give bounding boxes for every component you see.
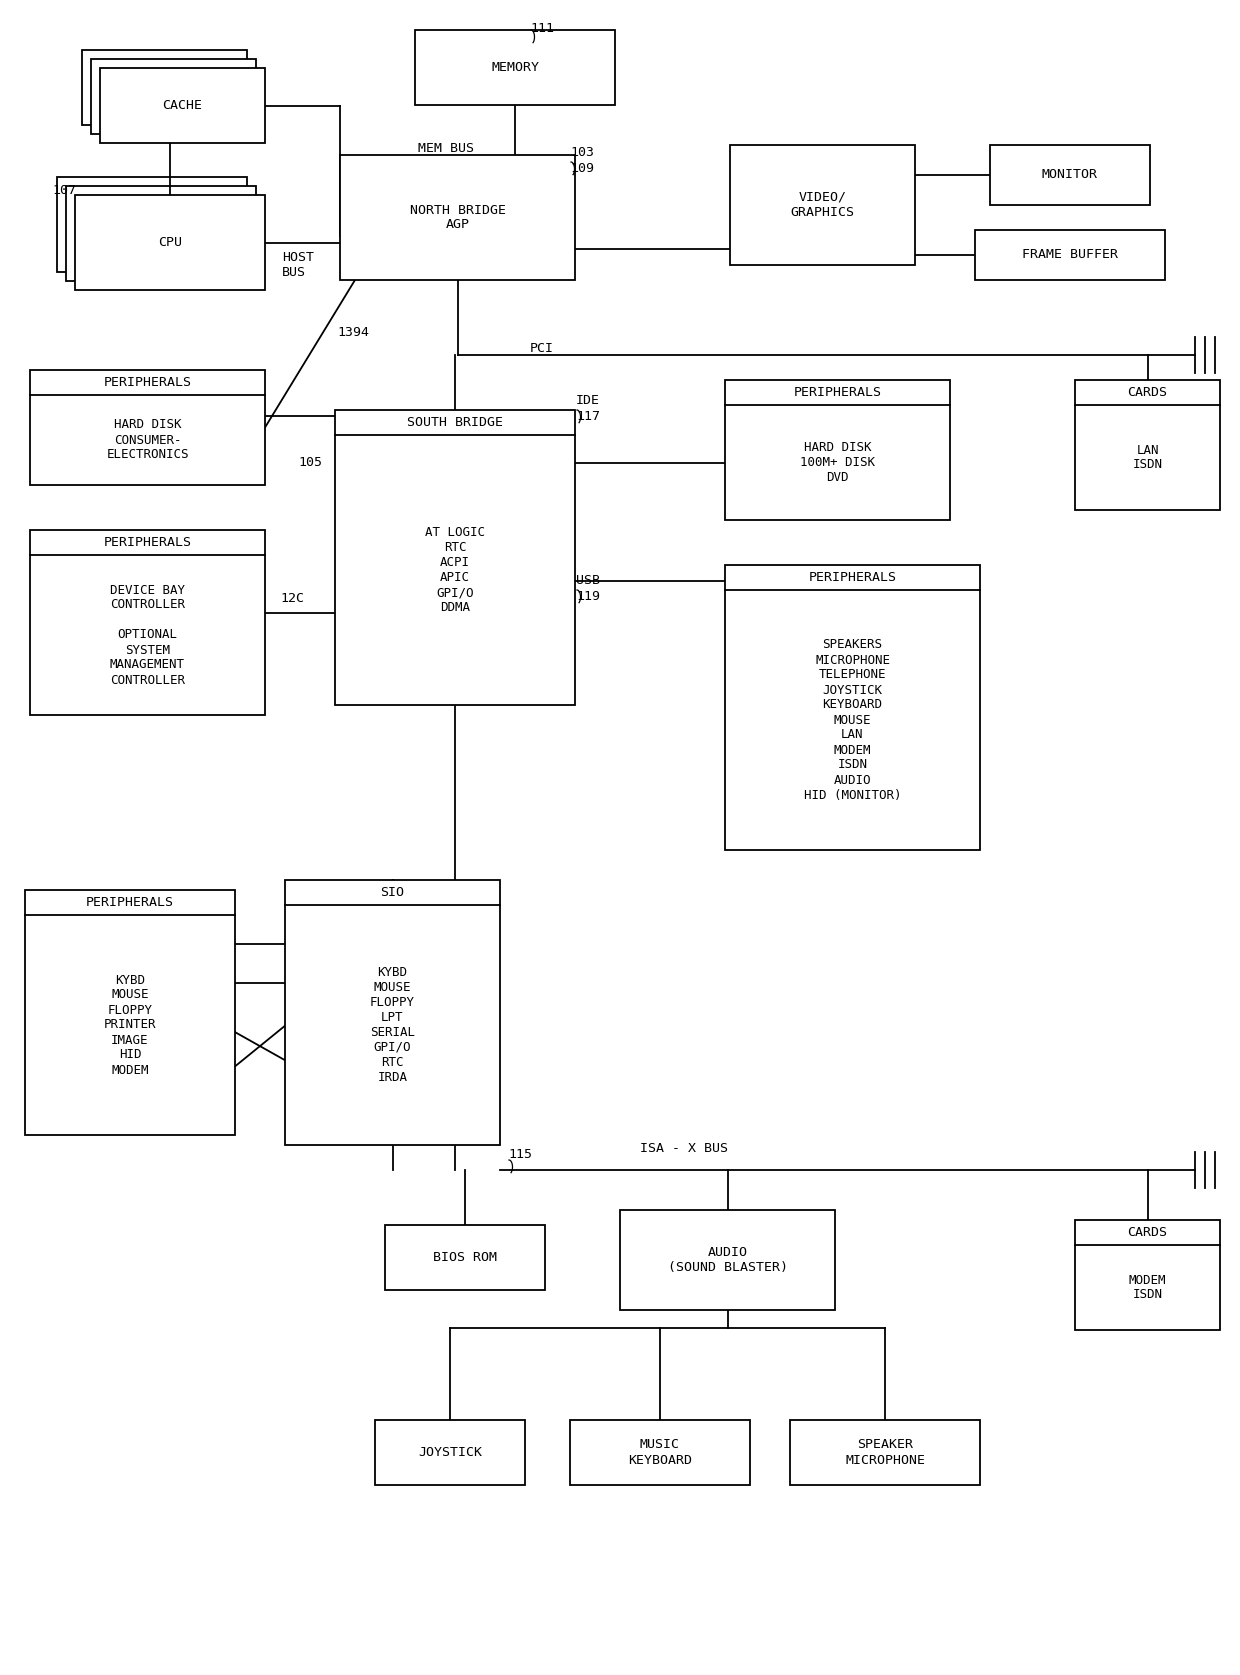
Text: 107: 107	[52, 184, 76, 196]
Text: 105: 105	[298, 456, 322, 469]
Text: SPEAKER
MICROPHONE: SPEAKER MICROPHONE	[844, 1439, 925, 1467]
Bar	[74, 194, 265, 290]
Bar	[66, 186, 255, 281]
Text: MONITOR: MONITOR	[1042, 169, 1097, 181]
Bar	[57, 178, 247, 271]
Text: CACHE: CACHE	[162, 99, 202, 112]
Text: ISA - X BUS: ISA - X BUS	[640, 1141, 728, 1154]
Text: PERIPHERALS: PERIPHERALS	[794, 385, 882, 399]
Bar	[1075, 1219, 1220, 1330]
Text: MODEM
ISDN: MODEM ISDN	[1128, 1273, 1167, 1301]
Bar	[340, 156, 575, 280]
Text: JOYSTICK: JOYSTICK	[418, 1446, 482, 1459]
Text: PERIPHERALS: PERIPHERALS	[103, 375, 191, 389]
Text: 117: 117	[577, 409, 600, 422]
Text: SIO: SIO	[381, 886, 404, 899]
Text: PERIPHERALS: PERIPHERALS	[103, 536, 191, 549]
Text: CARDS: CARDS	[1127, 385, 1168, 399]
Text: KYBD
MOUSE
FLOPPY
PRINTER
IMAGE
HID
MODEM: KYBD MOUSE FLOPPY PRINTER IMAGE HID MODE…	[104, 973, 156, 1077]
Text: 1394: 1394	[337, 325, 370, 338]
Text: LAN
ISDN: LAN ISDN	[1132, 444, 1163, 471]
Text: AT LOGIC
RTC
ACPI
APIC
GPI/O
DDMA: AT LOGIC RTC ACPI APIC GPI/O DDMA	[425, 526, 485, 615]
Bar	[790, 1420, 980, 1486]
Text: KYBD
MOUSE
FLOPPY
LPT
SERIAL
GPI/O
RTC
IRDA: KYBD MOUSE FLOPPY LPT SERIAL GPI/O RTC I…	[370, 966, 415, 1084]
Text: MEM BUS: MEM BUS	[418, 141, 474, 154]
Bar	[335, 410, 575, 705]
Text: DEVICE BAY
CONTROLLER

OPTIONAL
SYSTEM
MANAGEMENT
CONTROLLER: DEVICE BAY CONTROLLER OPTIONAL SYSTEM MA…	[110, 583, 185, 687]
Bar	[570, 1420, 750, 1486]
Text: AUDIO
(SOUND BLASTER): AUDIO (SOUND BLASTER)	[667, 1246, 787, 1275]
Bar	[374, 1420, 525, 1486]
Bar	[975, 229, 1166, 280]
Bar	[30, 370, 265, 486]
Bar	[990, 146, 1149, 204]
Text: HARD DISK
CONSUMER-
ELECTRONICS: HARD DISK CONSUMER- ELECTRONICS	[107, 419, 188, 462]
Text: 119: 119	[577, 590, 600, 603]
Text: BIOS ROM: BIOS ROM	[433, 1251, 497, 1265]
Text: IDE: IDE	[577, 394, 600, 407]
Text: PCI: PCI	[529, 342, 554, 355]
Text: CARDS: CARDS	[1127, 1226, 1168, 1240]
Bar	[725, 380, 950, 519]
Text: 12C: 12C	[280, 591, 304, 605]
Text: 111: 111	[529, 22, 554, 35]
Text: SPEAKERS
MICROPHONE
TELEPHONE
JOYSTICK
KEYBOARD
MOUSE
LAN
MODEM
ISDN
AUDIO
HID (: SPEAKERS MICROPHONE TELEPHONE JOYSTICK K…	[804, 638, 901, 802]
Bar	[285, 879, 500, 1146]
Text: PERIPHERALS: PERIPHERALS	[86, 896, 174, 910]
Text: USB: USB	[577, 573, 600, 586]
Text: MUSIC
KEYBOARD: MUSIC KEYBOARD	[627, 1439, 692, 1467]
Text: CPU: CPU	[157, 236, 182, 250]
Bar	[415, 30, 615, 106]
Bar	[725, 564, 980, 849]
Bar	[384, 1224, 546, 1290]
Text: 103: 103	[570, 146, 594, 159]
Text: 115: 115	[508, 1149, 532, 1161]
Text: PERIPHERALS: PERIPHERALS	[808, 571, 897, 585]
Text: FRAME BUFFER: FRAME BUFFER	[1022, 248, 1118, 261]
Text: HARD DISK
100M+ DISK
DVD: HARD DISK 100M+ DISK DVD	[800, 441, 875, 484]
Bar	[30, 529, 265, 715]
Bar	[25, 889, 236, 1136]
Text: MEMORY: MEMORY	[491, 60, 539, 74]
Bar	[730, 146, 915, 265]
Bar	[1075, 380, 1220, 509]
Bar	[620, 1209, 835, 1310]
Text: HOST
BUS: HOST BUS	[281, 251, 314, 280]
Text: NORTH BRIDGE
AGP: NORTH BRIDGE AGP	[409, 203, 506, 231]
Text: SOUTH BRIDGE: SOUTH BRIDGE	[407, 415, 503, 429]
Text: VIDEO/
GRAPHICS: VIDEO/ GRAPHICS	[791, 191, 854, 219]
Bar	[91, 59, 255, 134]
Bar	[82, 50, 247, 126]
Text: 109: 109	[570, 161, 594, 174]
Bar	[100, 69, 265, 142]
